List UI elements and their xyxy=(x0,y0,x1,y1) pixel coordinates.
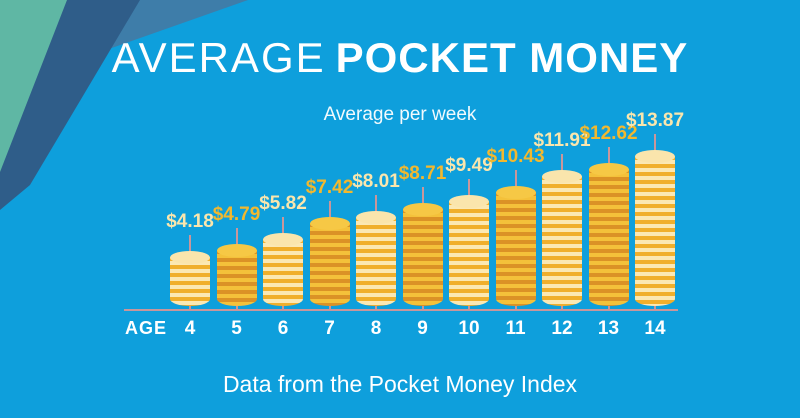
coin-stack-top-face xyxy=(495,186,536,199)
coin-stack-top-face xyxy=(216,244,257,257)
coin-stack-top-face xyxy=(449,195,489,208)
chart-column-age-13: $12.62 13 xyxy=(579,0,637,418)
age-tick-label: 11 xyxy=(505,318,526,339)
chart-column-age-12: $11.91 12 xyxy=(533,0,590,418)
chart-column-age-11: $10.43 11 xyxy=(486,0,544,418)
chart-column-age-14: $13.87 14 xyxy=(626,0,684,418)
value-label: $13.87 xyxy=(625,110,685,131)
coin-stack-body xyxy=(635,156,675,306)
coin-stack-top-face xyxy=(588,163,629,176)
value-label: $7.42 xyxy=(305,177,354,198)
x-axis-line xyxy=(124,309,678,311)
age-tick-label: 14 xyxy=(644,318,666,339)
value-label: $4.79 xyxy=(212,204,261,225)
age-tick-label: 8 xyxy=(370,318,382,339)
value-label: $8.71 xyxy=(398,163,447,184)
coin-stack-body xyxy=(356,217,396,306)
coin-stack-age-12 xyxy=(542,170,582,306)
coin-stack-top-face xyxy=(402,203,443,216)
page-title: AVERAGE POCKET MONEY xyxy=(0,34,800,82)
value-label: $10.43 xyxy=(486,146,545,167)
value-label: $8.01 xyxy=(352,171,400,192)
coin-stack-age-9 xyxy=(402,203,443,306)
corner-decoration xyxy=(0,0,248,210)
age-tick-label: 7 xyxy=(324,318,335,339)
age-tick-label: 9 xyxy=(417,318,428,339)
chart-column-age-5: $4.79 5 xyxy=(212,0,261,418)
value-label: $4.18 xyxy=(166,211,214,232)
value-label: $9.49 xyxy=(445,155,493,176)
coin-stack-top-face xyxy=(309,217,350,230)
coin-stack-age-13 xyxy=(588,163,629,306)
age-tick-label: 12 xyxy=(551,318,573,339)
coin-stack-top-face xyxy=(542,170,582,183)
coin-stack-body xyxy=(170,257,210,306)
chart-subtitle: Average per week xyxy=(323,104,477,125)
coin-stack-body xyxy=(588,169,629,306)
coin-stack-top-face xyxy=(170,251,210,264)
corner-triangle-steel xyxy=(72,0,248,62)
coin-stack-body xyxy=(216,250,257,306)
coin-stack-age-10 xyxy=(449,195,489,306)
data-source-note: Data from the Pocket Money Index xyxy=(222,371,578,397)
coin-stack-top-face xyxy=(263,233,303,246)
coin-stack-age-6 xyxy=(263,233,303,306)
coin-stack-age-8 xyxy=(356,211,396,306)
corner-triangle-navy xyxy=(0,0,140,210)
corner-triangle-teal xyxy=(0,0,67,172)
age-tick-label: 10 xyxy=(458,318,480,339)
coin-stack-age-14 xyxy=(635,150,675,306)
x-axis-title: AGE xyxy=(125,318,168,338)
value-label: $12.62 xyxy=(579,123,638,144)
chart-column-age-8: $8.01 8 xyxy=(352,0,400,418)
title-word-average: AVERAGE xyxy=(111,34,326,81)
title-words-pocket-money: POCKET MONEY xyxy=(335,34,689,81)
chart-column-age-4: $4.18 4 xyxy=(166,0,214,418)
coin-stack-age-4 xyxy=(170,251,210,306)
age-tick-label: 13 xyxy=(597,318,620,339)
chart-column-age-10: $9.49 10 xyxy=(445,0,493,418)
coin-stack-body xyxy=(263,239,303,306)
coin-stack-top-face xyxy=(356,211,396,224)
chart-column-age-6: $5.82 6 xyxy=(259,0,307,418)
coin-stack-body xyxy=(309,223,350,306)
age-tick-label: 6 xyxy=(277,318,289,339)
age-tick-label: 4 xyxy=(184,318,196,339)
value-label: $11.91 xyxy=(533,130,591,151)
chart-column-age-9: $8.71 9 xyxy=(398,0,447,418)
coin-stack-body xyxy=(542,176,582,306)
coin-stack-body xyxy=(449,201,489,306)
coin-stack-body xyxy=(402,209,443,306)
coin-stack-age-5 xyxy=(216,244,257,306)
value-label: $5.82 xyxy=(259,193,307,214)
chart-column-age-7: $7.42 7 xyxy=(305,0,354,418)
coin-stack-age-7 xyxy=(309,217,350,306)
age-tick-label: 5 xyxy=(231,318,242,339)
coin-stack-age-11 xyxy=(495,186,536,306)
coin-stack-top-face xyxy=(635,150,675,163)
coin-stack-body xyxy=(495,192,536,306)
